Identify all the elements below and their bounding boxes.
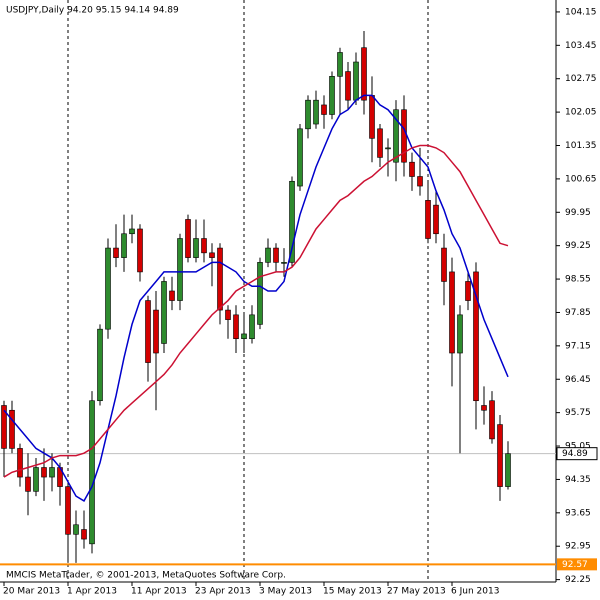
level-label: 92.57 xyxy=(562,560,588,570)
y-tick-label: 100.65 xyxy=(565,174,597,184)
candle-body xyxy=(369,95,375,139)
candle-body xyxy=(209,252,215,258)
candle-body xyxy=(41,467,47,478)
y-tick-label: 101.35 xyxy=(565,141,597,151)
y-tick-label: 103.45 xyxy=(565,41,597,51)
candle-body xyxy=(337,52,343,77)
candle-body xyxy=(353,61,359,101)
candle-body xyxy=(121,233,127,258)
x-tick-label: 6 Jun 2013 xyxy=(451,587,499,597)
y-tick-label: 92.95 xyxy=(565,542,591,552)
y-tick-label: 104.15 xyxy=(565,7,597,17)
candle-body xyxy=(153,309,159,354)
candle-body xyxy=(281,262,287,264)
candle-body xyxy=(193,238,199,258)
candle-body xyxy=(393,109,399,163)
candle-body xyxy=(73,524,79,535)
candle-body xyxy=(233,314,239,340)
candle-body xyxy=(249,314,255,340)
candle-body xyxy=(17,448,23,478)
moving-average xyxy=(3,94,509,502)
y-tick-label: 99.25 xyxy=(565,241,591,251)
y-tick-label: 92.25 xyxy=(565,575,591,585)
candle-body xyxy=(425,200,431,239)
x-tick-label: 27 May 2013 xyxy=(387,587,446,597)
candle-body xyxy=(441,247,447,282)
y-tick-label: 93.65 xyxy=(565,508,591,518)
candle-body xyxy=(489,400,495,440)
candle-body xyxy=(409,161,415,177)
candle-body xyxy=(97,328,103,402)
candle-body xyxy=(65,486,71,535)
candle-body xyxy=(329,76,335,115)
candle-body xyxy=(361,47,367,101)
candle-body xyxy=(177,238,183,301)
candle-body xyxy=(497,424,503,487)
candle-body xyxy=(465,281,471,301)
candle-body xyxy=(161,281,167,344)
y-tick-label: 95.05 xyxy=(565,442,591,452)
candle-body xyxy=(505,453,511,487)
candle-body xyxy=(305,99,311,130)
candle-body xyxy=(257,262,263,325)
candle-body xyxy=(217,247,223,311)
y-tick-label: 94.35 xyxy=(565,475,591,485)
candle-body xyxy=(433,204,439,235)
candle-body xyxy=(105,247,111,330)
candle-body xyxy=(137,228,143,273)
candle-body xyxy=(81,529,87,540)
candle-body xyxy=(273,247,279,263)
candle-body xyxy=(9,409,15,449)
candle-body xyxy=(449,271,455,354)
candle-body xyxy=(241,333,247,340)
x-tick-label: 1 Apr 2013 xyxy=(67,587,117,597)
y-tick-label: 95.75 xyxy=(565,408,591,418)
candle-body xyxy=(49,467,55,478)
candle-body xyxy=(417,176,423,187)
candle-body xyxy=(169,290,175,301)
y-tick-label: 102.05 xyxy=(565,108,597,118)
y-tick-label: 97.15 xyxy=(565,341,591,351)
candle-body xyxy=(321,104,327,115)
watermark: MMCIS MetaTrader, © 2001-2013, MetaQuote… xyxy=(6,571,286,581)
candle-body xyxy=(297,128,303,187)
chart-title: USDJPY,Daily 94.20 95.15 94.14 94.89 xyxy=(6,6,179,16)
y-tick-label: 98.55 xyxy=(565,275,591,285)
candle-body xyxy=(289,180,295,263)
candle-body xyxy=(473,271,479,402)
moving-average xyxy=(3,144,509,478)
candle-body xyxy=(345,71,351,101)
candle-body xyxy=(145,300,151,363)
candle-body xyxy=(89,400,95,545)
y-tick-label: 97.85 xyxy=(565,308,591,318)
x-tick-label: 15 May 2013 xyxy=(323,587,382,597)
x-tick-label: 3 May 2013 xyxy=(259,587,312,597)
y-tick-label: 99.95 xyxy=(565,208,591,218)
y-tick-label: 96.45 xyxy=(565,375,591,385)
candle-body xyxy=(201,238,207,254)
price-label: 94.89 xyxy=(562,449,588,459)
level-label-box xyxy=(557,558,597,571)
x-tick-label: 20 Mar 2013 xyxy=(3,587,60,597)
candle-body xyxy=(313,99,319,125)
candle-body xyxy=(113,247,119,258)
candle-body xyxy=(1,405,7,449)
y-tick-label: 102.75 xyxy=(565,74,597,84)
x-tick-label: 23 Apr 2013 xyxy=(195,587,251,597)
candle-body xyxy=(385,147,391,150)
candle-body xyxy=(377,128,383,158)
candle-body xyxy=(225,309,231,320)
x-tick-label: 11 Apr 2013 xyxy=(131,587,187,597)
candle-body xyxy=(25,476,31,492)
candle-body xyxy=(265,247,271,263)
candle-body xyxy=(185,219,191,258)
candle-body xyxy=(33,467,39,492)
candle-body xyxy=(457,314,463,354)
price-label-box xyxy=(556,447,598,461)
candle-body xyxy=(481,405,487,411)
candle-body xyxy=(129,228,135,235)
